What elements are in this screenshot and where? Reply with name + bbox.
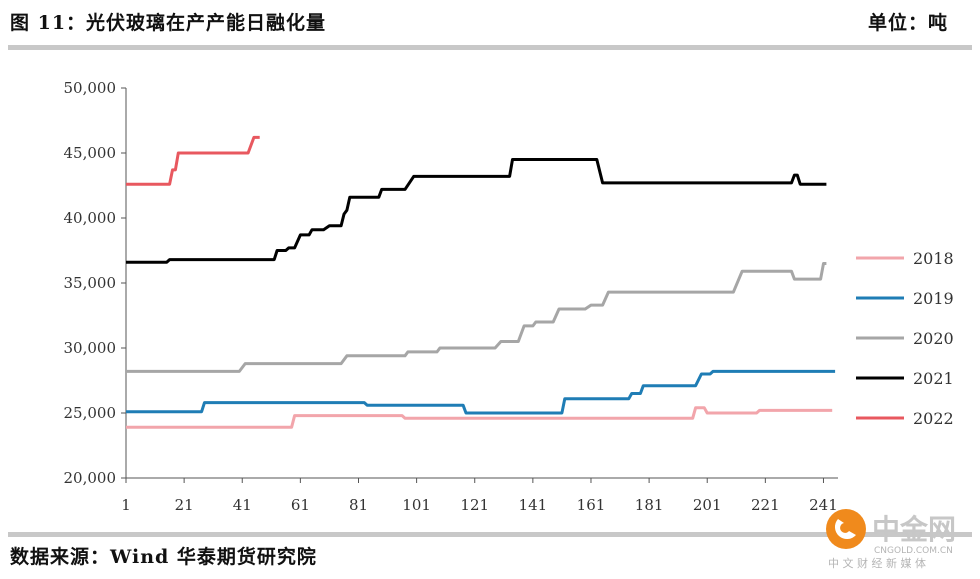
series-line-2020 [126, 262, 827, 373]
x-tick-label: 161 [577, 496, 606, 514]
chart-series [126, 135, 836, 429]
unit-label: 单位：吨 [867, 12, 948, 34]
x-tick-label: 101 [402, 496, 431, 514]
x-tick-label: 81 [349, 496, 368, 514]
y-tick-label: 35,000 [64, 274, 117, 292]
y-tick-label: 45,000 [64, 144, 117, 162]
y-tick-label: 20,000 [64, 469, 117, 487]
y-tick-label: 25,000 [64, 404, 117, 422]
x-tick-label: 201 [693, 496, 722, 514]
x-tick-label: 141 [519, 496, 548, 514]
y-tick-label: 40,000 [64, 209, 117, 227]
watermark-coin-icon [826, 509, 866, 549]
legend-label-2020: 2020 [913, 329, 954, 348]
chart-title: 图 11：光伏玻璃在产产能日融化量 [10, 12, 327, 34]
x-tick-label: 241 [809, 496, 838, 514]
x-tick-label: 21 [175, 496, 194, 514]
watermark-logo: 中金网 CNGOLD.COM.CN 中 文 财 经 新 媒 体 [826, 509, 956, 570]
series-line-2022 [126, 135, 260, 186]
series-line-2018 [126, 406, 833, 429]
legend-label-2019: 2019 [913, 289, 954, 308]
legend-label-2022: 2022 [913, 409, 954, 428]
x-tick-label: 121 [460, 496, 489, 514]
watermark-tagline: 中 文 财 经 新 媒 体 [828, 556, 926, 570]
x-tick-label: 1 [121, 496, 131, 514]
chart-legend: 2018 2019 2020 2021 2022 [856, 249, 954, 428]
x-tick-label: 181 [635, 496, 664, 514]
y-tick-label: 30,000 [64, 339, 117, 357]
source-note: 数据来源：Wind 华泰期货研究院 [10, 546, 317, 568]
watermark-name: 中金网 [872, 513, 956, 546]
series-line-2019 [126, 369, 836, 415]
y-tick-label: 50,000 [64, 79, 117, 97]
legend-label-2018: 2018 [913, 249, 954, 268]
legend-label-2021: 2021 [913, 369, 954, 388]
footer-divider [8, 532, 972, 537]
header-divider [8, 45, 972, 50]
chart-axes: 20,000 25,000 30,000 35,000 40,000 45,000 50,0… [64, 79, 838, 514]
x-tick-label: 221 [751, 496, 780, 514]
watermark-swirl-icon [834, 519, 856, 540]
x-tick-label: 41 [233, 496, 252, 514]
x-tick-label: 61 [291, 496, 310, 514]
line-chart: 20,000 25,000 30,000 35,000 40,000 45,000 50,0… [64, 79, 954, 514]
series-line-2021 [126, 158, 827, 264]
watermark-domain: CNGOLD.COM.CN [874, 546, 953, 556]
chart-header: 图 11：光伏玻璃在产产能日融化量 单位：吨 [0, 0, 980, 52]
